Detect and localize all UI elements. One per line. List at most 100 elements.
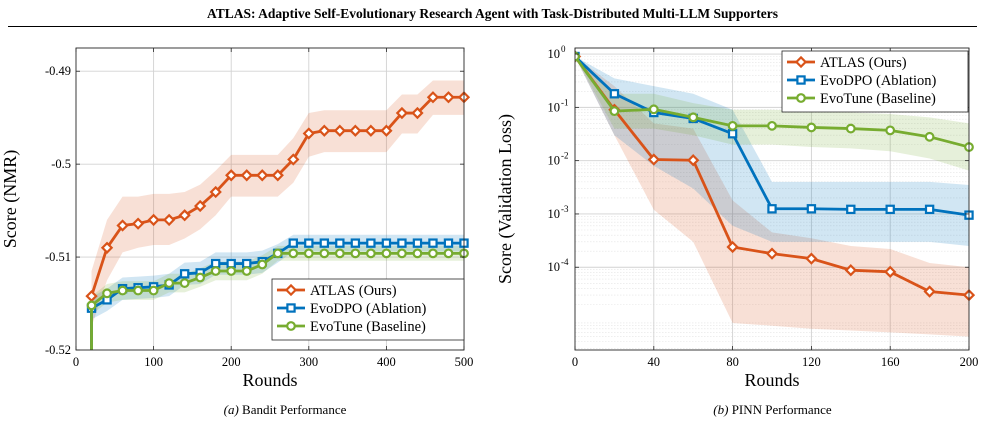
point-evotune-baseline [148, 285, 159, 296]
point-evotune-baseline [319, 248, 330, 259]
point-atlas-ours [209, 185, 222, 199]
point-evodpo-ablation [428, 238, 438, 248]
point-evodpo-ablation [885, 204, 895, 215]
header-rule [8, 26, 977, 27]
y-tick-exponent: -2 [561, 151, 569, 161]
point-atlas-ours [302, 127, 315, 140]
point-evodpo-ablation [381, 238, 392, 248]
point-atlas-ours [225, 169, 238, 182]
legend: ATLAS (Ours) EvoDPO (Ablation) EvoTune (Ba… [781, 50, 969, 113]
y-tick-exponent: -3 [561, 204, 569, 214]
point-atlas-ours [844, 264, 857, 277]
band-atlas-ours [91, 80, 465, 327]
legend-marker [796, 75, 806, 85]
x-tick-label: 80 [726, 355, 739, 369]
axes-frame [574, 47, 970, 351]
point-atlas-ours [116, 219, 129, 232]
caption-b-tag: (b) [713, 402, 729, 417]
point-evodpo-ablation [924, 204, 935, 215]
x-tick-label: 160 [881, 355, 900, 369]
legend-marker [286, 303, 296, 313]
legend-marker [286, 321, 296, 331]
point-atlas-ours [765, 247, 779, 260]
caption-b-text: PINN Performance [731, 402, 832, 417]
point-evotune-baseline [806, 122, 817, 133]
point-atlas-ours [805, 252, 818, 265]
point-evotune-baseline [443, 248, 454, 259]
point-evodpo-ablation [335, 238, 345, 248]
point-atlas-ours [256, 169, 269, 182]
band-evotune-baseline [575, 56, 969, 171]
series-evotune-baseline [86, 248, 469, 350]
point-atlas-ours [240, 169, 253, 182]
x-tick-label: 0 [73, 355, 79, 369]
point-evodpo-ablation [767, 204, 777, 214]
point-atlas-ours [147, 213, 160, 227]
caption-a-tag: (a) [223, 402, 239, 417]
point-evotune-baseline [924, 131, 935, 142]
point-evodpo-ablation [609, 89, 620, 99]
x-tick-label: 100 [144, 355, 163, 369]
point-evotune-baseline [117, 285, 128, 296]
point-atlas-ours [349, 124, 362, 137]
point-atlas-ours [726, 240, 739, 254]
point-evotune-baseline [350, 248, 361, 259]
legend-marker [284, 283, 298, 297]
point-evotune-baseline [226, 266, 237, 276]
point-evodpo-ablation [226, 258, 236, 269]
point-evodpo-ablation [179, 269, 190, 279]
point-evodpo-ablation [210, 258, 221, 269]
point-evotune-baseline [272, 248, 283, 259]
point-evodpo-ablation [319, 238, 330, 248]
x-tick-label: 200 [960, 355, 979, 369]
y-tick-label: -0.49 [45, 64, 71, 78]
point-evotune-baseline [767, 120, 777, 131]
x-tick-label: 40 [648, 355, 661, 369]
point-evotune-baseline [365, 248, 376, 259]
y-tick-exponent: -4 [561, 257, 569, 267]
x-tick-label: 200 [222, 355, 241, 369]
point-atlas-ours [318, 124, 331, 137]
point-atlas-ours [271, 169, 284, 182]
point-evotune-baseline [86, 300, 97, 311]
point-atlas-ours [411, 106, 424, 120]
point-evodpo-ablation [242, 258, 252, 269]
y-tick-label: -0.51 [45, 250, 71, 264]
legend-label: EvoDPO (Ablation) [820, 73, 937, 89]
chart-bandit-performance: 0 100 200 300 400 500 -0.52 -0.51 -0.5 -0.49 Round… [0, 47, 474, 390]
y-tick-label: 10 [548, 260, 561, 274]
legend-entry-evodpo-ablation: EvoDPO (Ablation) [787, 73, 937, 89]
series-evotune-baseline [575, 51, 974, 152]
point-evodpo-ablation [806, 204, 817, 214]
point-atlas-ours [194, 199, 207, 213]
legend-label: EvoTune (Baseline) [310, 319, 426, 335]
point-evotune-baseline [381, 248, 392, 259]
point-evodpo-ablation [350, 238, 361, 248]
y-tick-label: 10 [548, 100, 561, 114]
y-tick-exponent: -1 [561, 97, 569, 107]
legend-entry-atlas-ours: ATLAS (Ours) [277, 283, 397, 299]
x-tick-label: 120 [802, 355, 821, 369]
point-evodpo-ablation [412, 238, 423, 248]
point-evotune-baseline [288, 248, 299, 259]
point-evotune-baseline [334, 248, 345, 259]
point-evotune-baseline [428, 248, 438, 259]
point-evotune-baseline [727, 120, 738, 131]
y-tick-exponent: 0 [561, 44, 566, 54]
legend-label: EvoTune (Baseline) [820, 91, 936, 107]
x-tick-label: 300 [299, 355, 318, 369]
point-evotune-baseline [133, 285, 143, 296]
x-tick-label: 500 [455, 355, 474, 369]
series-atlas-ours [85, 91, 470, 350]
y-tick-label: 10 [548, 154, 561, 168]
major-grid [76, 48, 464, 350]
point-evodpo-ablation [366, 238, 376, 248]
point-atlas-ours [395, 106, 409, 120]
x-tick-label: 400 [377, 355, 396, 369]
x-axis-label: Rounds [242, 370, 297, 390]
point-evodpo-ablation [304, 238, 314, 248]
point-evodpo-ablation [397, 238, 407, 248]
band-atlas-ours [575, 56, 969, 337]
x-ticks: 0 100 200 300 400 500 [73, 48, 474, 369]
